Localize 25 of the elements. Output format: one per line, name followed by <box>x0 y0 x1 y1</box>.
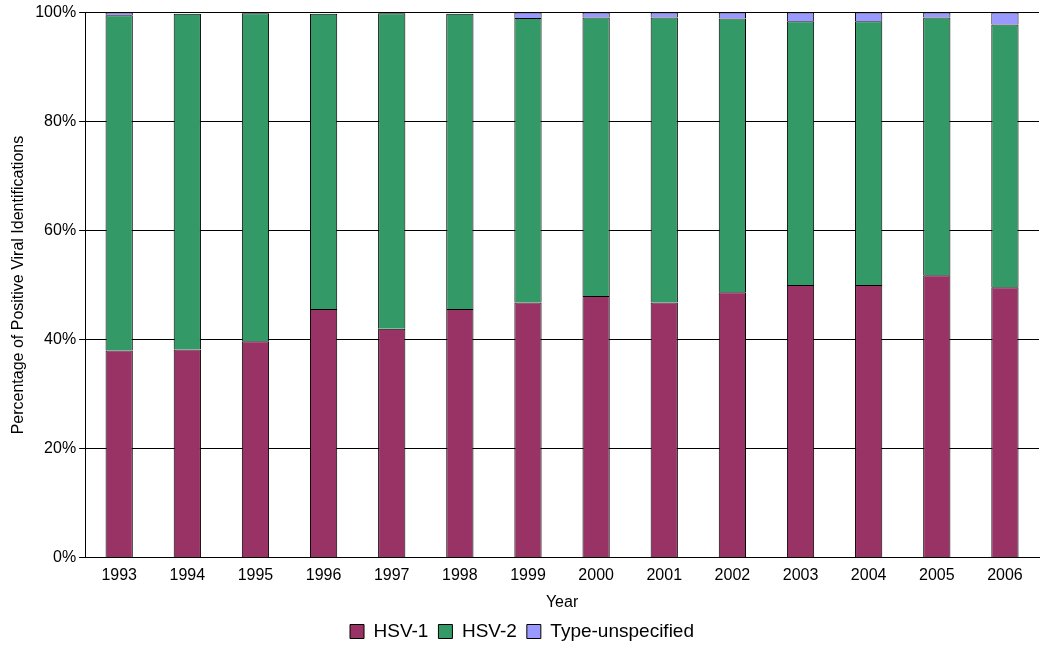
x-tick-label: 2002 <box>714 565 751 583</box>
x-tick-label: 2004 <box>850 565 887 583</box>
x-tick-label: 2006 <box>987 565 1023 583</box>
x-tick-label: 1995 <box>237 565 274 583</box>
x-tick-label: 2005 <box>919 565 955 583</box>
y-tick-label: 20% <box>44 439 77 457</box>
x-axis-title: Year <box>545 592 579 610</box>
y-axis-title: Percentage of Positive Viral Identifications <box>9 135 27 435</box>
y-tick-label: 40% <box>44 330 77 348</box>
legend-label: Type-unspecified <box>550 619 694 641</box>
y-tick-label: 0% <box>53 548 77 566</box>
x-tick-label: 2000 <box>578 565 615 583</box>
legend-label: HSV-1 <box>373 619 429 641</box>
x-tick-label: 2003 <box>782 565 819 583</box>
y-tick-label: 60% <box>44 221 77 239</box>
x-tick-label: 1993 <box>101 565 138 583</box>
y-tick-label: 100% <box>35 3 77 21</box>
legend-label: HSV-2 <box>461 619 517 641</box>
x-tick-label: 1994 <box>169 565 206 583</box>
y-tick-label: 80% <box>44 112 77 130</box>
x-tick-label: 1996 <box>305 565 342 583</box>
x-tick-label: 1998 <box>442 565 478 583</box>
x-tick-label: 2001 <box>646 565 683 583</box>
x-tick-label: 1997 <box>373 565 410 583</box>
x-tick-label: 1999 <box>510 565 546 583</box>
